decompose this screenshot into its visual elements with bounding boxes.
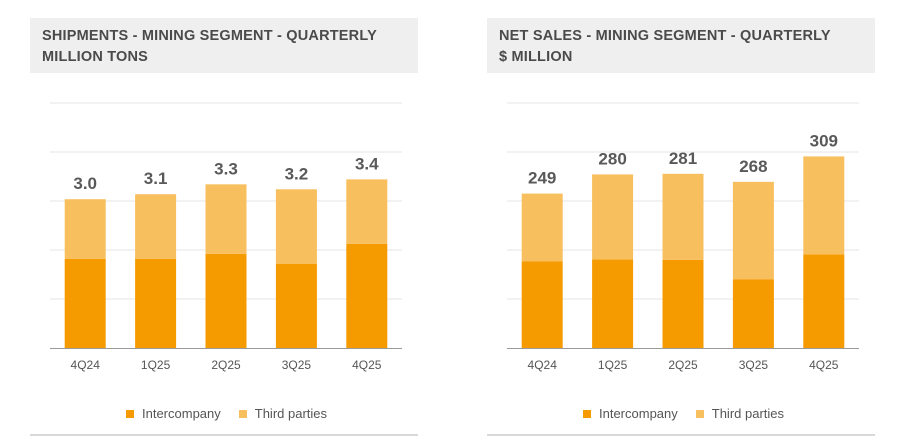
x-tick-label-2q25: 2Q25	[211, 358, 241, 372]
bar-intercompany-4q25	[803, 254, 845, 348]
x-tick-label-3q25: 3Q25	[282, 358, 312, 372]
total-label-4q24: 249	[528, 169, 556, 188]
bar-intercompany-4q24	[521, 261, 563, 348]
net-sales-chart-header: NET SALES - MINING SEGMENT - QUARTERLY $…	[487, 18, 875, 73]
legend-label-third-parties: Third parties	[711, 406, 785, 421]
bar-intercompany-4q24	[64, 258, 106, 348]
legend-swatch-intercompany	[126, 409, 134, 418]
legend-swatch-third-parties	[238, 409, 247, 418]
bar-third-parties-1q25	[135, 194, 177, 259]
x-tick-label-4q24: 4Q24	[71, 358, 101, 372]
bar-intercompany-4q25	[346, 243, 388, 348]
shipments-chart-legend: Intercompany Third parties	[126, 406, 345, 421]
legend-label-intercompany: Intercompany	[142, 406, 221, 421]
x-tick-label-4q25: 4Q25	[809, 358, 839, 372]
bar-third-parties-4q24	[64, 199, 106, 259]
shipments-chart-title: SHIPMENTS - MINING SEGMENT - QUARTERLY	[42, 28, 377, 44]
bar-intercompany-2q25	[205, 253, 247, 348]
shipments-chart-plot: 3.0 4Q24 3.1 1Q25 3.3 2Q25 3.2 3Q25 3.4 4Q25	[50, 102, 402, 372]
legend-swatch-third-parties	[695, 409, 704, 418]
x-tick-label-1q25: 1Q25	[598, 358, 628, 372]
bar-intercompany-3q25	[732, 279, 774, 348]
bar-intercompany-1q25	[592, 259, 634, 348]
bar-third-parties-2q25	[662, 173, 704, 260]
bar-third-parties-4q25	[803, 156, 845, 255]
net-sales-chart-title: NET SALES - MINING SEGMENT - QUARTERLY	[499, 28, 831, 44]
x-tick-label-4q25: 4Q25	[352, 358, 382, 372]
net-sales-chart-panel: NET SALES - MINING SEGMENT - QUARTERLY $…	[487, 0, 905, 448]
legend-label-third-parties: Third parties	[254, 406, 328, 421]
bar-intercompany-1q25	[135, 258, 177, 348]
bar-third-parties-3q25	[732, 181, 774, 280]
x-tick-label-1q25: 1Q25	[141, 358, 171, 372]
total-label-3q25: 3.2	[285, 164, 309, 183]
x-tick-label-2q25: 2Q25	[668, 358, 698, 372]
shipments-chart-subtitle: MILLION TONS	[42, 49, 149, 65]
legend-swatch-intercompany	[583, 409, 591, 418]
shipments-chart-panel: SHIPMENTS - MINING SEGMENT - QUARTERLY M…	[30, 0, 448, 448]
x-tick-label-3q25: 3Q25	[739, 358, 769, 372]
total-label-4q24: 3.0	[73, 174, 97, 193]
total-label-2q25: 3.3	[214, 159, 238, 178]
bar-third-parties-2q25	[205, 184, 247, 254]
bar-third-parties-3q25	[275, 189, 317, 264]
legend-label-intercompany: Intercompany	[599, 406, 678, 421]
bar-intercompany-2q25	[662, 259, 704, 348]
shipments-chart-header: SHIPMENTS - MINING SEGMENT - QUARTERLY M…	[30, 18, 418, 73]
shipments-chart-bottom-rule	[30, 434, 418, 436]
bar-third-parties-4q24	[521, 193, 563, 262]
total-label-2q25: 281	[669, 149, 697, 168]
net-sales-chart-bottom-rule	[487, 434, 875, 436]
bar-third-parties-1q25	[592, 174, 634, 260]
net-sales-chart-plot: 249 4Q24 280 1Q25 281 2Q25 268 3Q25 309 4Q25	[507, 102, 859, 372]
net-sales-chart-subtitle: $ MILLION	[499, 49, 573, 65]
total-label-4q25: 3.4	[355, 154, 379, 173]
total-label-4q25: 309	[810, 131, 838, 150]
bar-third-parties-4q25	[346, 179, 388, 244]
total-label-1q25: 280	[598, 149, 626, 168]
x-tick-label-4q24: 4Q24	[528, 358, 558, 372]
total-label-1q25: 3.1	[144, 169, 168, 188]
net-sales-chart-legend: Intercompany Third parties	[583, 406, 802, 421]
total-label-3q25: 268	[739, 157, 767, 176]
bar-intercompany-3q25	[275, 263, 317, 348]
